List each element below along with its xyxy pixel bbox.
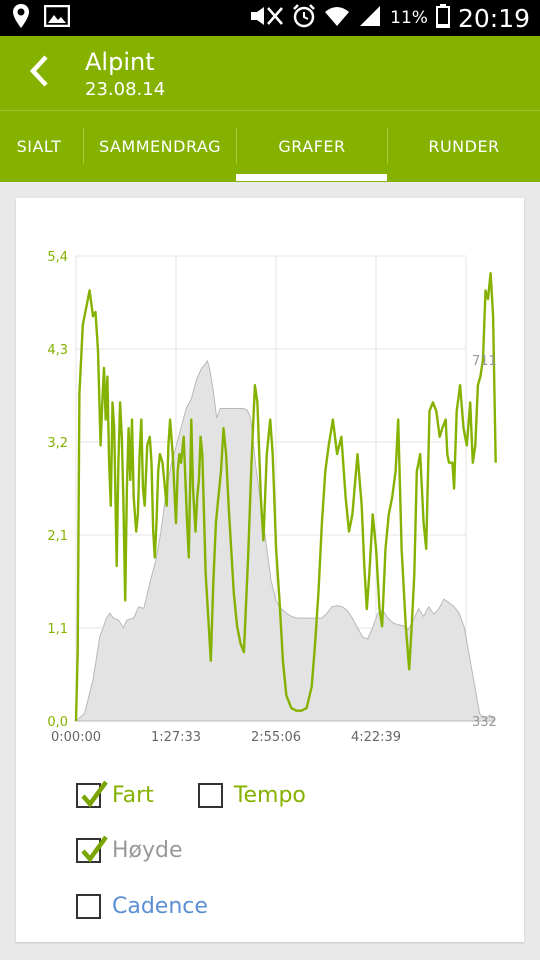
- tab-divider: [387, 128, 388, 164]
- graph-card: 0,0 1,1 2,1 3,2 4,3 5,4 332 711 0:00:00 1:27:33 2:…: [16, 198, 524, 942]
- mute-icon: [248, 5, 284, 31]
- battery-icon: [435, 4, 450, 32]
- tab-divider: [83, 128, 84, 164]
- tab-runder[interactable]: RUNDER: [428, 136, 500, 156]
- tab-divider: [236, 128, 237, 164]
- y-left-tick-label: 5,4: [47, 250, 68, 265]
- y-left-tick-label: 3,2: [47, 436, 68, 451]
- checkmark-icon: [81, 780, 108, 808]
- tempo-checkbox[interactable]: [197, 782, 223, 808]
- wifi-icon: [324, 5, 350, 31]
- chevron-left-icon: [28, 54, 50, 92]
- speed-elevation-chart[interactable]: 0,0 1,1 2,1 3,2 4,3 5,4 332 711 0:00:00 1:27:33 2:…: [16, 198, 524, 758]
- alarm-icon: [292, 4, 316, 32]
- y-left-tick-label: 4,3: [47, 343, 68, 358]
- battery-percentage: 11%: [390, 8, 428, 28]
- x-tick-label: 1:27:33: [151, 730, 201, 745]
- clock: 20:19: [457, 3, 530, 33]
- checkmark-icon: [81, 835, 108, 863]
- activity-date: 23.08.14: [85, 79, 166, 100]
- tab-sialt[interactable]: SIALT: [16, 136, 62, 156]
- y-left-tick-label: 2,1: [47, 529, 68, 544]
- x-tick-label: 4:22:39: [351, 730, 401, 745]
- selected-tab-indicator: [236, 174, 387, 181]
- y-left-tick-label: 1,1: [47, 622, 68, 637]
- tab-grafer[interactable]: GRAFER: [278, 136, 346, 156]
- legend-row-cadence: Cadence: [76, 889, 208, 923]
- cadence-label: Cadence: [112, 893, 208, 919]
- status-bar-notifications: [12, 3, 71, 33]
- y-left-tick-label: 0,0: [47, 715, 68, 730]
- signal-icon: [358, 5, 382, 31]
- x-tick-label: 2:55:06: [251, 730, 301, 745]
- legend-row-hoyde: Høyde: [76, 833, 183, 867]
- tab-sammendrag[interactable]: SAMMENDRAG: [99, 136, 221, 156]
- series-hoyde-area: [74, 359, 494, 722]
- app-bar: Alpint 23.08.14: [0, 36, 540, 110]
- fart-checkbox[interactable]: [76, 780, 108, 808]
- location-pin-icon: [12, 3, 30, 33]
- series-fart-line: [74, 272, 497, 722]
- activity-title: Alpint: [85, 48, 155, 76]
- y-right-tick-label: 711: [472, 354, 497, 369]
- y-right-tick-label: 332: [472, 715, 497, 730]
- tab-bar: SIALT SAMMENDRAG GRAFER RUNDER: [0, 110, 540, 182]
- legend-row-fart-tempo: Fart Tempo: [76, 778, 306, 812]
- image-icon: [43, 4, 71, 31]
- tempo-label: Tempo: [233, 782, 306, 808]
- fart-label: Fart: [112, 782, 154, 808]
- x-tick-label: 0:00:00: [51, 730, 101, 745]
- hoyde-label: Høyde: [112, 837, 183, 863]
- hoyde-checkbox[interactable]: [76, 835, 108, 863]
- back-button[interactable]: [14, 48, 64, 98]
- status-bar-system: 11% 20:19: [248, 0, 530, 36]
- status-bar: 11% 20:19: [0, 0, 540, 36]
- cadence-checkbox[interactable]: [76, 893, 101, 919]
